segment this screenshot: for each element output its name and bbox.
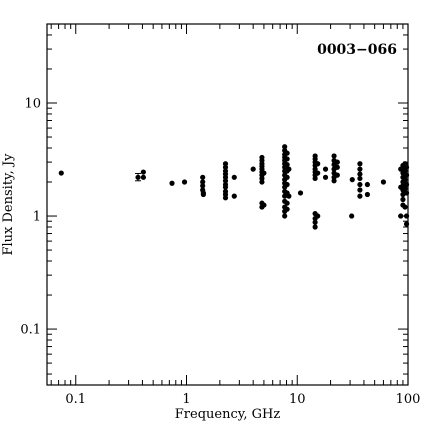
data-point [135,174,141,180]
data-point [286,193,292,199]
y-tick-label: 1 [33,210,41,225]
data-point [259,179,265,185]
data-point [398,213,404,219]
y-tick-label: 10 [24,97,41,112]
data-point [380,179,387,185]
data-point [222,164,229,170]
data-point [312,219,318,225]
data-point [140,169,146,175]
data-point [403,164,410,170]
data-point [284,174,290,180]
data-point [403,172,410,178]
x-tick-label: 10 [289,392,306,407]
y-axis-title: Flux Density, Jy [1,153,16,256]
data-point [284,181,290,188]
plot-frame [46,23,409,386]
data-point [357,181,363,188]
data-point [349,177,355,183]
data-point [334,164,340,170]
data-point [284,162,290,168]
data-point [357,161,363,167]
data-points [58,144,410,230]
data-point [357,187,363,193]
data-point [403,181,410,188]
data-point [315,170,321,176]
data-point [357,166,363,172]
data-point [282,213,288,219]
data-point [315,213,321,219]
data-point [222,178,229,184]
data-point [402,177,408,183]
x-tick-label: 100 [396,392,421,407]
data-point [403,190,410,196]
x-tick-label: 0.1 [65,392,86,407]
data-point [402,204,408,210]
x-tick-label: 1 [182,392,190,407]
data-point [282,144,288,150]
data-point [284,156,290,162]
minor-ticks [47,23,408,385]
data-point [364,191,371,198]
data-point [284,150,290,156]
data-point [181,179,188,185]
data-point [58,170,64,176]
data-point [402,185,408,192]
data-point [403,213,410,219]
data-point [200,179,206,185]
data-point [140,174,146,180]
x-axis-title: Frequency, GHz [175,407,281,422]
data-point [334,172,340,178]
data-point [231,174,237,180]
data-point [286,166,292,172]
data-point [312,224,318,230]
y-tick-label: 0.1 [20,323,41,338]
data-point [349,213,355,219]
data-point [231,193,237,199]
data-point [357,171,363,177]
data-point [200,191,206,198]
data-point [200,183,206,189]
data-point [400,196,406,203]
major-ticks [47,24,409,385]
x-tick-labels: 0.1 1 10 100 [65,392,420,407]
y-tick-labels: 0.1 1 10 [20,97,41,338]
data-point [261,202,267,208]
data-point [284,206,290,212]
data-point [331,178,337,184]
data-point [357,175,363,182]
data-point [284,200,290,206]
data-point [169,180,175,186]
data-point [322,166,329,172]
source-label: 0003−066 [317,42,397,58]
data-point [315,161,321,167]
data-point [312,175,318,182]
data-point [261,170,267,176]
data-point [200,174,206,180]
data-point [250,166,256,172]
data-point [364,181,371,188]
data-point [322,174,329,180]
data-point [334,159,340,165]
data-point [222,195,229,201]
data-point [403,221,410,227]
data-point [297,190,304,196]
data-point [357,193,363,199]
data-point [331,153,337,159]
data-point [222,184,229,190]
